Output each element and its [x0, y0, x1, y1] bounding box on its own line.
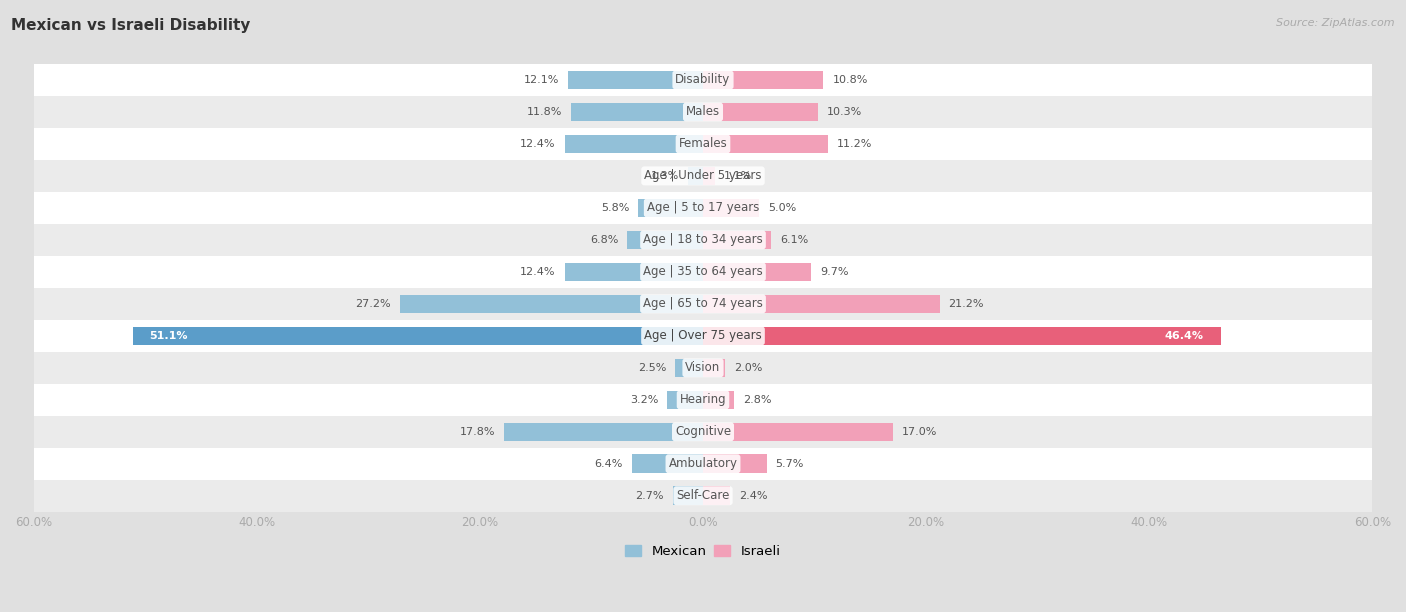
Text: Age | 35 to 64 years: Age | 35 to 64 years — [643, 266, 763, 278]
Text: 10.3%: 10.3% — [827, 107, 862, 117]
Bar — [34, 224, 1372, 256]
Bar — [703, 359, 725, 377]
Text: 5.8%: 5.8% — [600, 203, 630, 213]
Text: Age | Over 75 years: Age | Over 75 years — [644, 329, 762, 342]
Bar — [703, 135, 828, 153]
Bar — [34, 64, 1372, 96]
Bar — [638, 199, 703, 217]
Bar — [668, 390, 703, 409]
Bar — [703, 422, 893, 441]
Text: 51.1%: 51.1% — [149, 331, 188, 341]
Text: 12.4%: 12.4% — [520, 139, 555, 149]
Text: Age | 18 to 34 years: Age | 18 to 34 years — [643, 233, 763, 247]
Bar — [505, 422, 703, 441]
Text: 11.2%: 11.2% — [837, 139, 872, 149]
Bar — [565, 135, 703, 153]
Text: Vision: Vision — [685, 361, 721, 375]
Bar — [689, 166, 703, 185]
Text: Mexican vs Israeli Disability: Mexican vs Israeli Disability — [11, 18, 250, 34]
Bar — [34, 448, 1372, 480]
Bar — [627, 231, 703, 249]
Text: 1.1%: 1.1% — [724, 171, 752, 181]
Text: 12.4%: 12.4% — [520, 267, 555, 277]
Text: 2.0%: 2.0% — [734, 363, 762, 373]
Text: 6.1%: 6.1% — [780, 235, 808, 245]
Bar — [703, 231, 770, 249]
Bar — [703, 199, 759, 217]
Text: 6.4%: 6.4% — [595, 459, 623, 469]
Text: 3.2%: 3.2% — [630, 395, 658, 405]
Bar — [34, 352, 1372, 384]
Text: Hearing: Hearing — [679, 394, 727, 406]
Bar — [34, 160, 1372, 192]
Bar — [703, 455, 766, 473]
Text: Self-Care: Self-Care — [676, 489, 730, 502]
Text: 11.8%: 11.8% — [527, 107, 562, 117]
Text: 17.0%: 17.0% — [901, 427, 936, 437]
Bar — [34, 192, 1372, 224]
Text: Males: Males — [686, 105, 720, 119]
Text: Cognitive: Cognitive — [675, 425, 731, 438]
Text: 12.1%: 12.1% — [523, 75, 560, 85]
Text: Disability: Disability — [675, 73, 731, 86]
Text: 9.7%: 9.7% — [820, 267, 849, 277]
Text: 6.8%: 6.8% — [591, 235, 619, 245]
Bar — [675, 359, 703, 377]
Text: 10.8%: 10.8% — [832, 75, 868, 85]
Bar — [34, 256, 1372, 288]
Bar — [132, 327, 703, 345]
Bar — [34, 96, 1372, 128]
Text: 5.7%: 5.7% — [776, 459, 804, 469]
Text: 5.0%: 5.0% — [768, 203, 796, 213]
Bar — [703, 70, 824, 89]
Bar — [703, 294, 939, 313]
Text: 2.7%: 2.7% — [636, 491, 664, 501]
Bar — [34, 128, 1372, 160]
Text: 21.2%: 21.2% — [949, 299, 984, 309]
Bar — [34, 288, 1372, 320]
Text: 17.8%: 17.8% — [460, 427, 495, 437]
Bar — [703, 390, 734, 409]
Text: Age | 65 to 74 years: Age | 65 to 74 years — [643, 297, 763, 310]
Text: 46.4%: 46.4% — [1166, 331, 1204, 341]
Text: 27.2%: 27.2% — [354, 299, 391, 309]
Bar — [703, 487, 730, 505]
Bar — [34, 416, 1372, 448]
Legend: Mexican, Israeli: Mexican, Israeli — [620, 539, 786, 564]
Text: Age | Under 5 years: Age | Under 5 years — [644, 170, 762, 182]
Text: Source: ZipAtlas.com: Source: ZipAtlas.com — [1277, 18, 1395, 28]
Text: Females: Females — [679, 138, 727, 151]
Text: 2.5%: 2.5% — [638, 363, 666, 373]
Bar — [673, 487, 703, 505]
Text: 2.8%: 2.8% — [744, 395, 772, 405]
Text: 2.4%: 2.4% — [738, 491, 768, 501]
Bar — [565, 263, 703, 281]
Bar — [34, 320, 1372, 352]
Bar — [703, 166, 716, 185]
Bar — [703, 327, 1220, 345]
Bar — [631, 455, 703, 473]
Bar — [703, 103, 818, 121]
Bar — [568, 70, 703, 89]
Text: 1.3%: 1.3% — [651, 171, 679, 181]
Bar — [34, 384, 1372, 416]
Bar — [34, 480, 1372, 512]
Text: Ambulatory: Ambulatory — [668, 457, 738, 470]
Text: Age | 5 to 17 years: Age | 5 to 17 years — [647, 201, 759, 214]
Bar — [399, 294, 703, 313]
Bar — [703, 263, 811, 281]
Bar — [571, 103, 703, 121]
